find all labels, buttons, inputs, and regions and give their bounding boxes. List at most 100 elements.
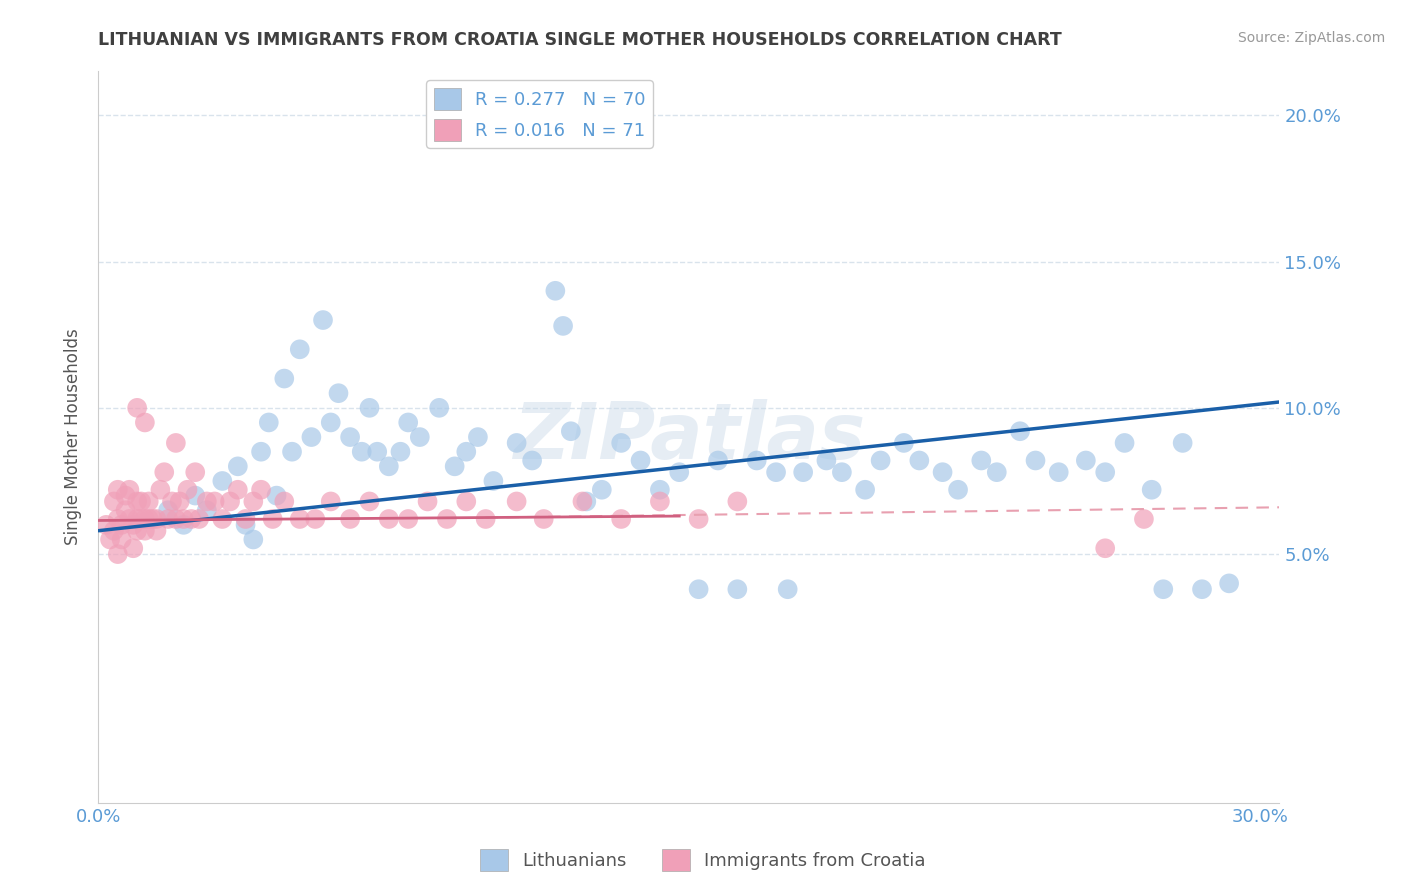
Point <box>389 444 412 458</box>
Point <box>129 494 152 508</box>
Point <box>165 436 187 450</box>
Text: ZIPatlas: ZIPatlas <box>513 399 865 475</box>
Point <box>765 465 787 479</box>
Point <box>242 533 264 547</box>
Point <box>149 483 172 497</box>
Point <box>273 371 295 385</box>
Legend: Lithuanians, Immigrants from Croatia: Lithuanians, Immigrants from Croatia <box>474 842 932 879</box>
Point <box>226 483 249 497</box>
Point <box>257 416 280 430</box>
Point <box>235 512 257 526</box>
Point <box>409 430 432 444</box>
Point <box>986 465 1008 479</box>
Point <box>533 512 555 526</box>
Point <box>467 430 489 444</box>
Point <box>792 465 814 479</box>
Point <box>134 512 156 526</box>
Point <box>668 465 690 479</box>
Point <box>474 512 496 526</box>
Point <box>180 512 202 526</box>
Point <box>145 524 167 538</box>
Point <box>1218 576 1240 591</box>
Point <box>359 494 381 508</box>
Point <box>1152 582 1174 597</box>
Point <box>505 436 527 450</box>
Point <box>134 524 156 538</box>
Point <box>551 318 574 333</box>
Point <box>122 517 145 532</box>
Point <box>339 430 361 444</box>
Point <box>145 512 167 526</box>
Point <box>456 444 478 458</box>
Point <box>443 459 465 474</box>
Point <box>359 401 381 415</box>
Point <box>707 453 730 467</box>
Point <box>745 453 768 467</box>
Point <box>107 483 129 497</box>
Point <box>1094 465 1116 479</box>
Point <box>869 453 891 467</box>
Point <box>127 524 149 538</box>
Point <box>319 494 342 508</box>
Point <box>273 494 295 508</box>
Point <box>127 401 149 415</box>
Point <box>378 512 401 526</box>
Point <box>169 494 191 508</box>
Point <box>107 512 129 526</box>
Point <box>350 444 373 458</box>
Point <box>1140 483 1163 497</box>
Point <box>129 512 152 526</box>
Point <box>219 494 242 508</box>
Point <box>931 465 953 479</box>
Point <box>242 494 264 508</box>
Point <box>127 494 149 508</box>
Point <box>396 416 419 430</box>
Point <box>142 512 165 526</box>
Point <box>1074 453 1097 467</box>
Point <box>176 483 198 497</box>
Point <box>908 453 931 467</box>
Point <box>288 343 311 357</box>
Point <box>544 284 567 298</box>
Point <box>610 436 633 450</box>
Point <box>173 512 195 526</box>
Legend: R = 0.277   N = 70, R = 0.016   N = 71: R = 0.277 N = 70, R = 0.016 N = 71 <box>426 80 652 148</box>
Point <box>725 494 748 508</box>
Point <box>173 517 195 532</box>
Point <box>630 453 652 467</box>
Y-axis label: Single Mother Households: Single Mother Households <box>63 329 82 545</box>
Point <box>184 489 207 503</box>
Point <box>1191 582 1213 597</box>
Point <box>378 459 401 474</box>
Point <box>560 424 582 438</box>
Point <box>970 453 993 467</box>
Point <box>262 512 284 526</box>
Point <box>235 517 257 532</box>
Point <box>1171 436 1194 450</box>
Point <box>111 517 134 532</box>
Point <box>831 465 853 479</box>
Point <box>416 494 439 508</box>
Point <box>107 547 129 561</box>
Point <box>328 386 350 401</box>
Point <box>427 401 450 415</box>
Point <box>134 416 156 430</box>
Point <box>114 489 136 503</box>
Point <box>591 483 613 497</box>
Point <box>396 512 419 526</box>
Point <box>815 453 838 467</box>
Point <box>1024 453 1046 467</box>
Point <box>319 416 342 430</box>
Point <box>195 503 218 517</box>
Point <box>366 444 388 458</box>
Point <box>122 541 145 556</box>
Point <box>281 444 304 458</box>
Point <box>211 474 233 488</box>
Point <box>204 494 226 508</box>
Point <box>688 512 710 526</box>
Point <box>1047 465 1070 479</box>
Point <box>299 430 322 444</box>
Point <box>288 512 311 526</box>
Point <box>118 512 141 526</box>
Point <box>103 524 125 538</box>
